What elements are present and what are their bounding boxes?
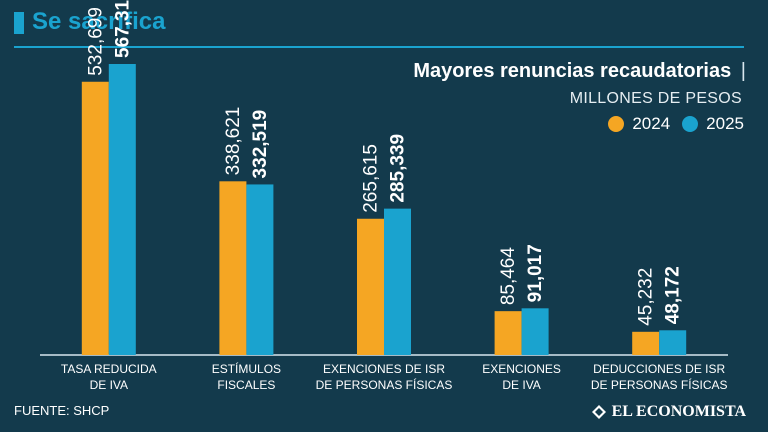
category-label-4-line-1: EXENCIONES	[482, 362, 561, 376]
data-label-2025-5: 48,172	[663, 266, 684, 324]
legend-label-2024: 2024	[632, 114, 671, 133]
data-label-2024-2: 338,621	[223, 107, 244, 176]
legend-item-2025: 2025	[682, 114, 744, 134]
bar-2025-5	[659, 330, 687, 355]
legend-dot-2025	[682, 116, 699, 132]
logo-text: EL ECONOMISTA	[611, 403, 746, 420]
bar-2024-5	[632, 331, 660, 355]
legend-dot-2024	[608, 116, 625, 132]
bar-2024-4	[494, 311, 522, 355]
bar-2024-2	[219, 181, 247, 355]
category-label-2-line-1: ESTÍMULOS	[212, 361, 281, 376]
page-title: Se sacrifica	[32, 8, 166, 35]
category-label-5-line-1: DEDUCCIONES DE ISR	[593, 362, 725, 376]
logo-icon	[591, 405, 606, 419]
bar-2025-2	[246, 184, 274, 355]
title-separator: |	[740, 60, 746, 82]
legend-item-2024: 2024	[608, 114, 670, 134]
data-label-2024-5: 45,232	[636, 268, 657, 326]
chart-title-block: Mayores renuncias recaudatorias |	[413, 60, 746, 83]
category-label-4-line-2: DE IVA	[502, 378, 540, 392]
bar-2025-1	[108, 64, 136, 355]
bar-2024-1	[81, 81, 109, 355]
header-divider	[14, 46, 744, 48]
legend-label-2025: 2025	[706, 114, 744, 133]
chart-title: Mayores renuncias recaudatorias	[413, 60, 732, 82]
data-label-2024-4: 85,464	[498, 247, 519, 306]
data-label-2025-2: 332,519	[250, 110, 271, 179]
data-label-2024-1: 532,699	[85, 7, 106, 76]
source-note: FUENTE: SHCP	[14, 403, 110, 418]
category-label-3-line-1: EXENCIONES DE ISR	[323, 362, 445, 376]
category-label-3-line-2: DE PERSONAS FÍSICAS	[316, 377, 453, 392]
data-label-2025-1: 567,314	[112, 0, 133, 58]
bar-2024-3	[357, 218, 384, 355]
publisher-logo: EL ECONOMISTA	[591, 403, 746, 421]
category-label-5-line-2: DE PERSONAS FÍSICAS	[591, 377, 728, 392]
bar-2025-4	[521, 308, 549, 355]
bar-2025-3	[384, 208, 411, 355]
category-label-1-line-1: TASA REDUCIDA	[61, 362, 157, 376]
category-label-2-line-2: FISCALES	[217, 378, 275, 392]
data-label-2025-4: 91,017	[525, 244, 546, 302]
chart-subtitle: MILLONES DE PESOS	[569, 90, 742, 107]
header-accent-block	[14, 12, 24, 34]
legend: 2024 2025	[596, 114, 744, 134]
data-label-2024-3: 265,615	[361, 144, 382, 213]
category-label-1-line-2: DE IVA	[90, 378, 128, 392]
data-label-2025-3: 285,339	[388, 134, 409, 203]
